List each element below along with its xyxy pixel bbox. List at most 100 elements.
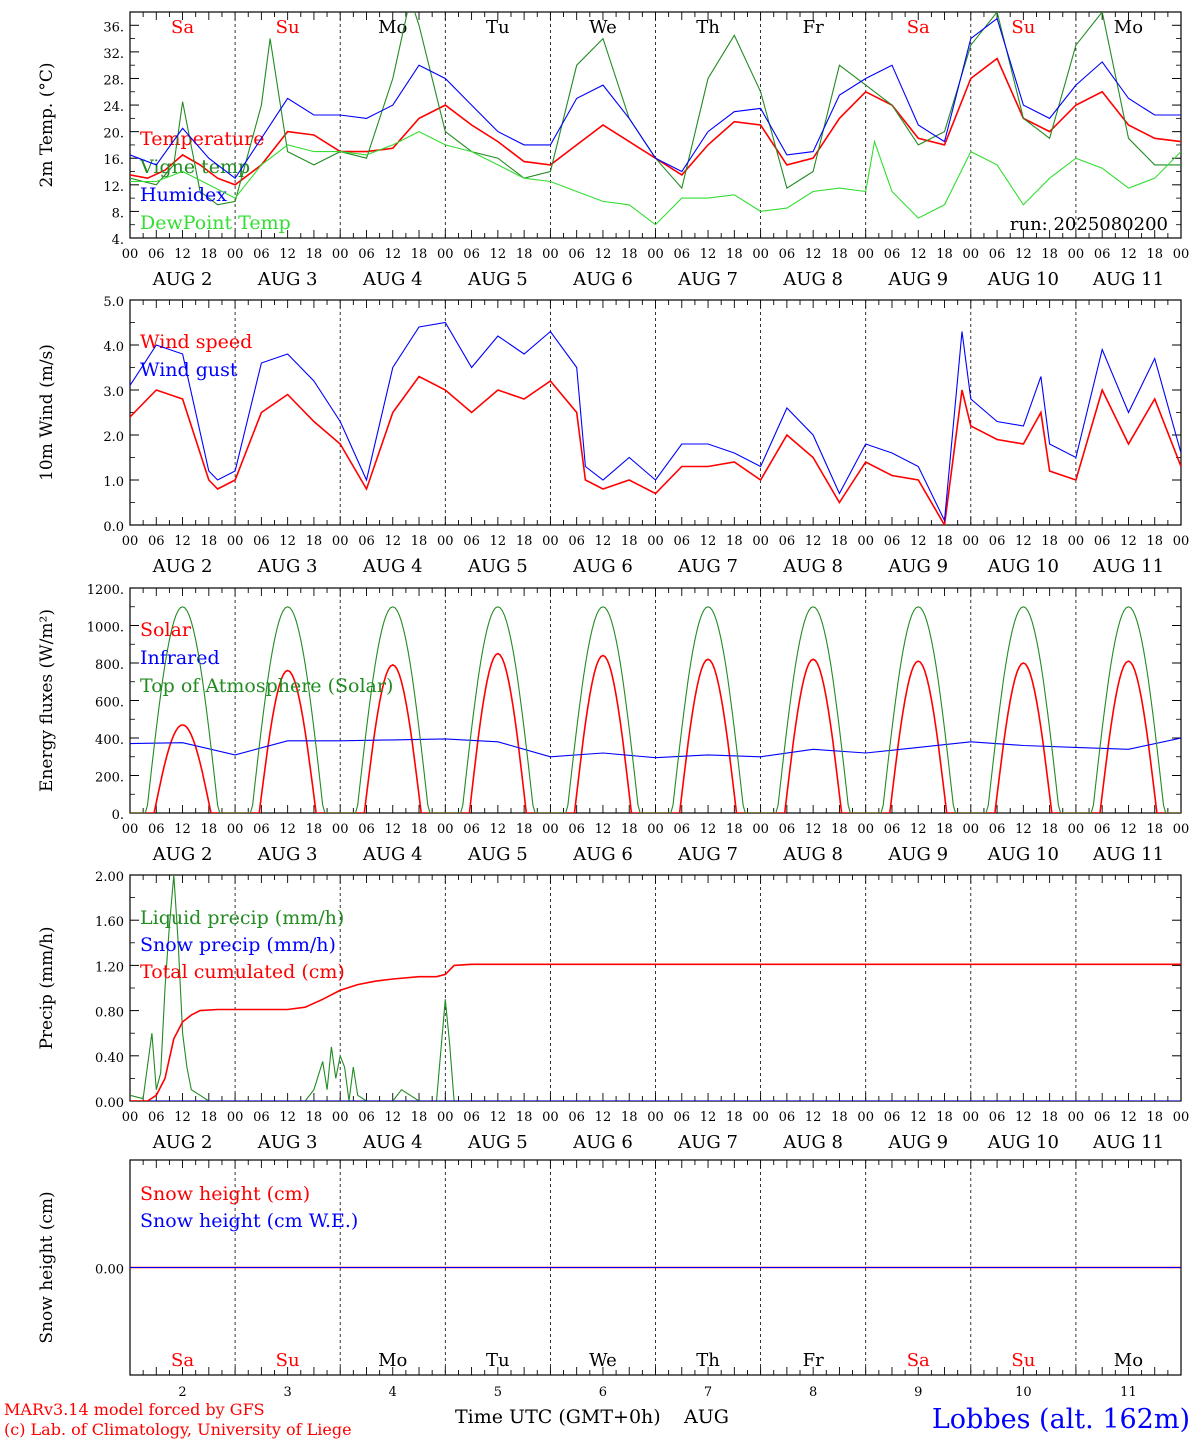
x-hour-label: 12: [490, 247, 507, 262]
y-tick-label: 4.: [112, 233, 124, 248]
x-hour-label: 12: [384, 1110, 401, 1125]
station-name: Lobbes (alt. 162m): [932, 1404, 1190, 1435]
x-hour-label: 12: [1120, 1110, 1137, 1125]
x-hour-label: 00: [647, 247, 664, 262]
x-date-label: AUG 8: [782, 269, 843, 290]
day-of-week-label: Sa: [171, 1350, 194, 1371]
x-hour-label: 00: [332, 822, 349, 837]
x-hour-label: 00: [437, 1110, 454, 1125]
x-hour-label: 12: [490, 822, 507, 837]
x-hour-label: 00: [963, 1110, 980, 1125]
series-line-liquid-precip-mm-h: [130, 875, 1181, 1101]
y-tick-label: 36.: [103, 20, 124, 35]
y-axis-label: 10m Wind (m/s): [37, 344, 57, 481]
day-of-week-label: Th: [696, 1350, 720, 1371]
plot-frame: [129, 587, 1182, 814]
x-hour-label: 00: [1068, 247, 1085, 262]
day-of-week-label: Fr: [803, 1350, 824, 1371]
y-tick-label: 32.: [103, 47, 124, 62]
x-date-label: AUG 11: [1092, 844, 1164, 865]
x-hour-label: 06: [779, 1110, 796, 1125]
x-date-label: AUG 8: [782, 1132, 843, 1153]
x-hour-label: 06: [1094, 822, 1111, 837]
day-of-week-label: Mo: [378, 1350, 407, 1371]
y-tick-label: 2.00: [95, 870, 124, 885]
x-hour-label: 18: [516, 534, 533, 549]
x-date-label: AUG 3: [257, 556, 318, 577]
x-hour-label: 18: [1146, 534, 1163, 549]
legend-total-cumulated-cm: Total cumulated (cm): [140, 961, 345, 983]
x-hour-label: 12: [1120, 534, 1137, 549]
series-line-dewpoint-temp: [130, 130, 1181, 226]
x-hour-label: 06: [674, 822, 691, 837]
day-of-week-label: Su: [1011, 1350, 1035, 1371]
x-hour-label: 00: [857, 247, 874, 262]
x-hour-label: 00: [752, 822, 769, 837]
x-hour-label: 18: [306, 822, 323, 837]
y-tick-label: 0.: [112, 808, 124, 823]
y-tick-label: 1000.: [87, 621, 124, 636]
x-hour-label: 18: [621, 534, 638, 549]
x-hour-label: 06: [148, 1110, 165, 1125]
x-hour-label: 06: [148, 822, 165, 837]
x-hour-label: 12: [595, 534, 612, 549]
x-hour-label: 00: [227, 534, 244, 549]
x-hour-label: 06: [674, 247, 691, 262]
x-date-label: AUG 4: [362, 269, 423, 290]
x-hour-label: 12: [595, 247, 612, 262]
y-tick-label: 1.0: [103, 475, 124, 490]
x-hour-label: 06: [989, 247, 1006, 262]
day-of-week-label: We: [589, 1350, 617, 1371]
x-hour-label: 00: [857, 534, 874, 549]
y-tick-label: 0.40: [95, 1051, 124, 1066]
x-hour-label: 00: [542, 1110, 559, 1125]
x-hour-label: 00: [542, 534, 559, 549]
x-hour-label: 12: [384, 247, 401, 262]
x-hour-label: 00: [752, 247, 769, 262]
day-number-label: 8: [809, 1385, 817, 1400]
x-hour-label: 18: [516, 822, 533, 837]
x-date-label: AUG 7: [677, 269, 738, 290]
x-date-label: AUG 9: [887, 844, 948, 865]
y-axis-label: Energy fluxes (W/m²): [37, 609, 57, 792]
x-date-label: AUG 3: [257, 844, 318, 865]
x-hour-label: 12: [384, 534, 401, 549]
x-hour-label: 00: [1068, 1110, 1085, 1125]
x-date-label: AUG 10: [987, 844, 1059, 865]
x-hour-label: 18: [831, 247, 848, 262]
day-of-week-label: Mo: [1114, 17, 1143, 38]
x-hour-label: 06: [463, 247, 480, 262]
x-date-label: AUG 2: [152, 269, 213, 290]
legend-dewpoint-temp: DewPoint Temp: [140, 212, 291, 234]
x-date-label: AUG 9: [887, 1132, 948, 1153]
y-tick-label: 16.: [103, 153, 124, 168]
x-date-label: AUG 7: [677, 844, 738, 865]
x-hour-label: 06: [253, 822, 270, 837]
x-date-label: AUG 9: [887, 556, 948, 577]
x-date-label: AUG 6: [572, 269, 633, 290]
x-hour-label: 00: [1173, 534, 1190, 549]
x-hour-label: 06: [884, 1110, 901, 1125]
y-tick-label: 800.: [95, 658, 124, 673]
x-hour-label: 06: [253, 1110, 270, 1125]
x-hour-label: 00: [647, 822, 664, 837]
day-number-label: 10: [1015, 1385, 1032, 1400]
y-axis-label: 2m Temp. (°C): [37, 62, 57, 187]
panels: 4.8.12.16.20.24.28.32.36.2m Temp. (°C)00…: [37, 11, 1190, 1400]
y-tick-label: 200.: [95, 771, 124, 786]
x-hour-label: 18: [831, 534, 848, 549]
x-hour-label: 18: [201, 822, 218, 837]
x-hour-label: 00: [963, 534, 980, 549]
x-hour-label: 18: [726, 247, 743, 262]
x-hour-label: 00: [122, 247, 139, 262]
x-hour-label: 18: [621, 247, 638, 262]
y-axis-label: Snow height (cm): [37, 1191, 57, 1343]
y-tick-label: 400.: [95, 733, 124, 748]
x-hour-label: 12: [490, 534, 507, 549]
x-hour-label: 06: [463, 1110, 480, 1125]
day-number-label: 7: [704, 1385, 712, 1400]
panel-4-precip-mm-h: 0.00 0.40 0.80 1.20 1.60 2.00 Precip (mm/h) 00 0…: [37, 870, 1189, 1153]
x-hour-label: 06: [358, 822, 375, 837]
day-of-week-label: Tu: [486, 1350, 510, 1371]
x-date-label: AUG 5: [467, 844, 528, 865]
